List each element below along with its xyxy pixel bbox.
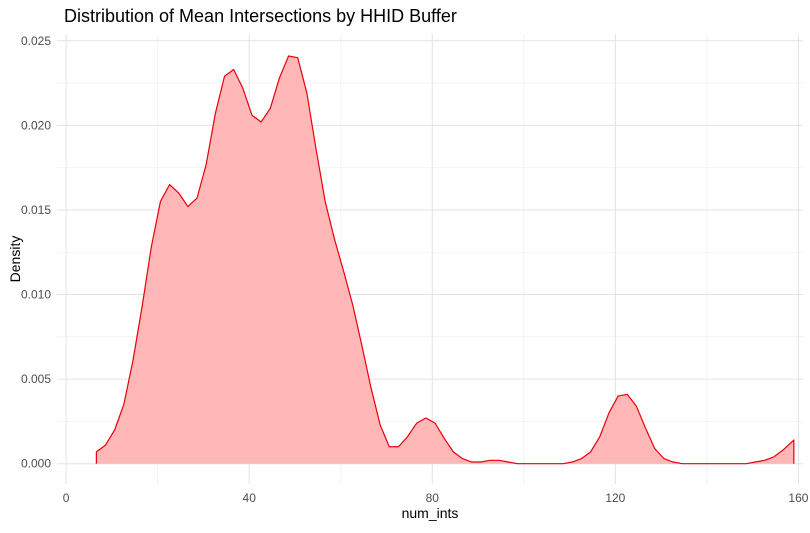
y-tick-label: 0.010	[21, 288, 51, 302]
axis-labels: 0 40 80 120 160 0.000 0.005 0.010 0.015 0.020 0.02…	[7, 34, 809, 521]
x-tick-label: 120	[605, 491, 625, 505]
density-line-series-0	[95, 55, 795, 465]
x-axis-label: num_ints	[402, 505, 459, 521]
y-tick-label: 0.025	[21, 34, 51, 48]
y-axis-label: Density	[7, 236, 23, 283]
x-tick-label: 160	[788, 491, 808, 505]
y-tick-label: 0.020	[21, 118, 51, 132]
density-fill-series-0	[96, 55, 794, 464]
chart-title: Distribution of Mean Intersections by HH…	[64, 6, 457, 26]
x-tick-label: 80	[426, 491, 440, 505]
x-tick-label: 40	[243, 491, 257, 505]
density-area-layer	[95, 55, 795, 465]
y-tick-label: 0.005	[21, 372, 51, 386]
y-tick-label: 0.000	[21, 457, 51, 471]
x-tick-label: 0	[63, 491, 70, 505]
y-tick-label: 0.015	[21, 203, 51, 217]
